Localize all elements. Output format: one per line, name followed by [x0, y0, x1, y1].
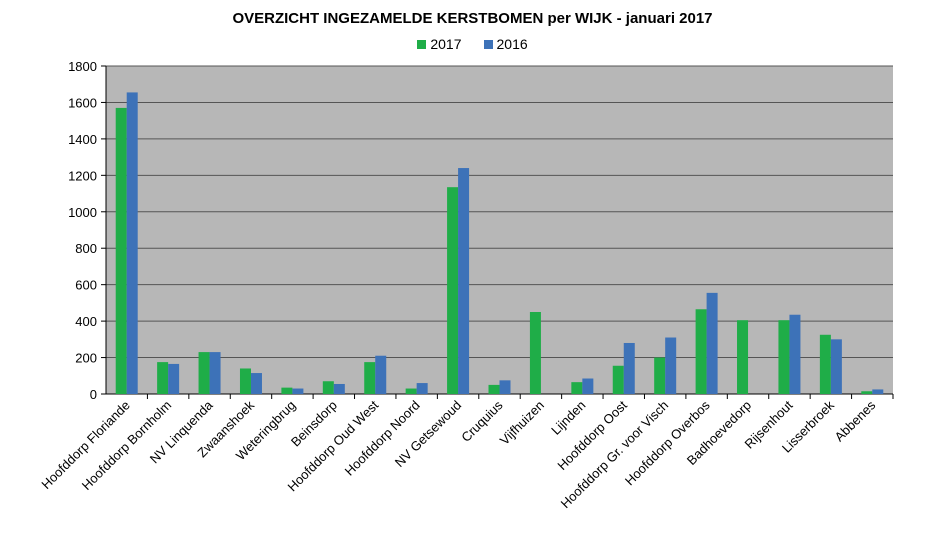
bar-2016: [168, 363, 180, 394]
legend-swatch-2017: [417, 39, 427, 49]
bar-2016: [375, 355, 387, 394]
bar-2017: [405, 388, 417, 394]
bar-2017: [239, 368, 251, 394]
plot-area: [106, 66, 893, 394]
y-tick-label: 800: [75, 241, 97, 256]
legend-swatch-2016: [483, 39, 493, 49]
legend: 2017 2016: [0, 36, 945, 52]
y-tick-label: 1600: [68, 95, 97, 110]
bar-2017: [612, 365, 624, 394]
bar-2017: [488, 384, 500, 394]
bar-2016: [333, 383, 345, 394]
bar-2016: [458, 168, 470, 394]
bar-2017: [819, 334, 831, 394]
bar-2017: [198, 352, 210, 394]
bar-2016: [292, 388, 304, 394]
x-tick-label: Vijfhuizen: [497, 398, 547, 448]
bar-2016: [209, 352, 221, 394]
y-tick-label: 1200: [68, 168, 97, 183]
y-tick-label: 1800: [68, 59, 97, 74]
bar-2016: [582, 378, 594, 394]
bar-2016: [830, 339, 842, 394]
chart-title: OVERZICHT INGEZAMELDE KERSTBOMEN per WIJ…: [232, 10, 713, 27]
x-tick-label: Hoofddorp Noord: [342, 398, 423, 479]
legend-item-2016: 2016: [483, 36, 528, 52]
bar-2017: [447, 187, 459, 394]
bar-2016: [416, 383, 428, 394]
bar-2016: [872, 389, 884, 394]
legend-label-2017: 2017: [430, 36, 462, 52]
bar-2017: [364, 362, 376, 394]
bar-2016: [623, 342, 635, 394]
y-tick-label: 200: [75, 351, 97, 366]
bar-2017: [571, 382, 583, 394]
legend-label-2016: 2016: [496, 36, 528, 52]
bar-2017: [115, 107, 127, 395]
bar-2017: [281, 387, 293, 394]
bar-2017: [529, 312, 541, 394]
x-tick-label: Lijnden: [548, 398, 588, 438]
bar-2017: [654, 357, 666, 394]
bar-2017: [157, 362, 169, 394]
bar-2016: [250, 373, 262, 394]
y-tick-label: 600: [75, 278, 97, 293]
bar-2017: [695, 309, 707, 394]
y-tick-label: 1000: [68, 205, 97, 220]
bar-2016: [126, 92, 138, 394]
legend-item-2017: 2017: [417, 36, 462, 52]
y-tick-label: 1400: [68, 132, 97, 147]
y-tick-label: 0: [90, 387, 97, 402]
bar-2017: [737, 320, 749, 394]
x-tick-label: Abbenes: [832, 397, 879, 444]
bar-2016: [499, 380, 511, 394]
bar-2016: [706, 292, 718, 394]
bar-2017: [778, 320, 790, 394]
bar-2017: [861, 391, 873, 394]
bar-2017: [322, 381, 334, 394]
bar-2016: [789, 314, 801, 394]
y-tick-label: 400: [75, 314, 97, 329]
bar-2016: [665, 337, 677, 394]
